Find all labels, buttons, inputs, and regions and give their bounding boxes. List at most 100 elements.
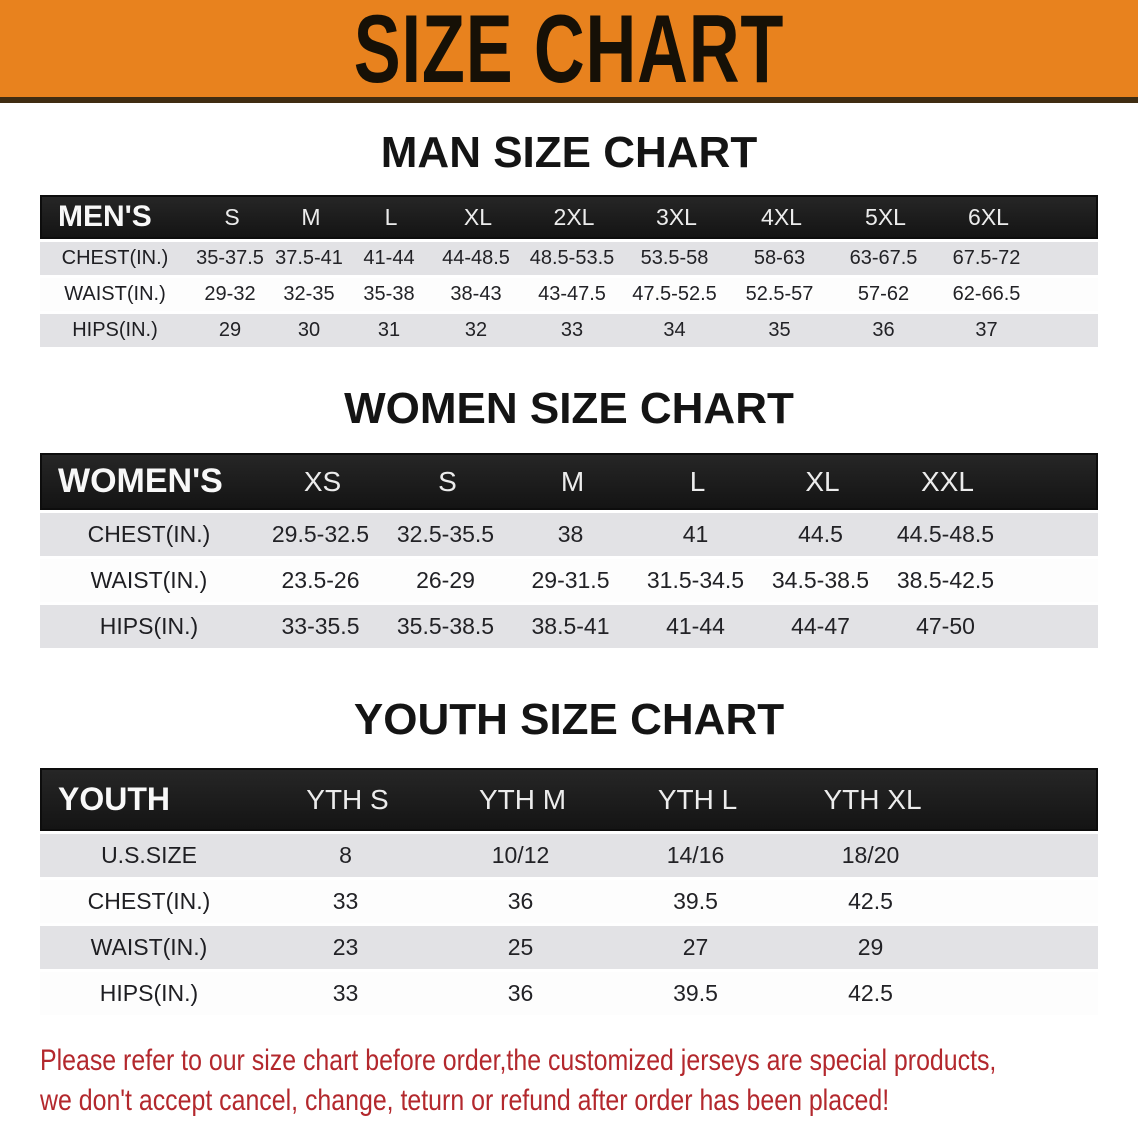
banner-title: SIZE CHART (353, 0, 785, 103)
youth-size-cell: 14/16 (666, 842, 725, 868)
youth-size-column-header: YTH XL (823, 783, 922, 815)
men-size-cell: 53.5-58 (640, 247, 709, 269)
men-table-row: CHEST(IN.) 35-37.5 37.5-41 41-44 44-48.5 48.5… (40, 242, 1098, 275)
disclaimer-line-2: we don't accept cancel, change, teturn o… (40, 1084, 890, 1117)
men-size-column-header: M (301, 203, 321, 230)
women-table-row: HIPS(IN.) 33-35.5 35.5-38.5 38.5-41 41-44 44-… (40, 605, 1098, 648)
youth-size-cell: 10/12 (491, 842, 550, 868)
youth-row-label: CHEST(IN.) (87, 888, 211, 914)
men-size-cell: 67.5-72 (952, 247, 1021, 269)
men-size-column-header: 4XL (761, 203, 802, 230)
youth-section: YOUTH SIZE CHART YOUTH YTH S YTH M YTH L YTH… (0, 696, 1138, 1015)
men-size-column-header: S (224, 203, 240, 230)
women-size-cell: 34.5-38.5 (771, 567, 870, 593)
men-size-column-header: XL (463, 203, 493, 230)
women-row-label: CHEST(IN.) (87, 521, 211, 547)
women-size-cell: 38.5-41 (531, 613, 610, 639)
men-size-cell: 52.5-57 (745, 283, 814, 305)
youth-size-cell: 39.5 (673, 980, 718, 1006)
youth-size-cell: 33 (332, 980, 359, 1006)
men-section-title: MAN SIZE CHART (380, 128, 758, 177)
youth-table-row: WAIST(IN.) 23 25 27 29 (40, 926, 1098, 969)
women-size-cell: 33-35.5 (281, 613, 360, 639)
women-size-column-header: S (438, 465, 457, 497)
youth-size-cell: 18/20 (841, 842, 900, 868)
youth-size-cell: 29 (857, 934, 884, 960)
men-size-cell: 41-44 (363, 247, 415, 269)
men-row-label: WAIST(IN.) (64, 283, 166, 305)
youth-section-title: YOUTH SIZE CHART (353, 695, 785, 744)
women-size-cell: 32.5-35.5 (396, 521, 495, 547)
women-size-cell: 35.5-38.5 (396, 613, 495, 639)
men-size-cell: 43-47.5 (538, 283, 606, 305)
men-size-cell: 36 (872, 319, 895, 341)
men-row-label: CHEST(IN.) (61, 247, 169, 269)
men-size-cell: 57-62 (857, 283, 910, 305)
men-size-cell: 32 (464, 319, 488, 341)
men-table-row: HIPS(IN.) 29 30 31 32 33 34 35 36 37 (40, 314, 1098, 347)
women-table-row: CHEST(IN.) 29.5-32.5 32.5-35.5 38 41 44.5 44.5… (40, 513, 1098, 556)
men-size-column-header: 3XL (656, 203, 697, 230)
men-size-cell: 31 (377, 319, 401, 341)
women-section: WOMEN SIZE CHART WOMEN'S XS S M L XL XXL CHEST(… (0, 385, 1138, 648)
men-size-cell: 62-66.5 (952, 283, 1021, 305)
youth-row-label: HIPS(IN.) (99, 980, 199, 1006)
women-size-cell: 29-31.5 (531, 567, 610, 593)
men-size-cell: 44-48.5 (442, 247, 510, 269)
women-size-column-header: XXL (921, 465, 974, 497)
men-size-cell: 29-32 (204, 283, 256, 305)
men-size-cell: 32-35 (283, 283, 335, 305)
women-size-cell: 31.5-34.5 (646, 567, 745, 593)
women-size-cell: 41-44 (666, 613, 725, 639)
youth-size-cell: 39.5 (673, 888, 718, 914)
women-size-column-header: M (560, 465, 585, 497)
men-size-table: MEN'S S M L XL 2XL 3XL 4XL 5XL 6XL CHEST(IN.) 35-37… (40, 195, 1098, 347)
women-row-label: WAIST(IN.) (90, 567, 208, 593)
youth-size-cell: 36 (507, 980, 534, 1006)
women-size-cell: 38.5-42.5 (896, 567, 995, 593)
men-size-cell: 33 (560, 319, 584, 341)
men-size-column-header: 2XL (553, 203, 595, 230)
men-size-cell: 34 (663, 319, 686, 341)
women-size-cell: 26-29 (416, 567, 475, 593)
men-size-cell: 35-37.5 (196, 247, 264, 269)
youth-size-table: YOUTH YTH S YTH M YTH L YTH XL U.S.SIZE 8 10/12… (40, 768, 1098, 1015)
banner: SIZE CHART (0, 0, 1138, 103)
disclaimer: Please refer to our size chart before or… (40, 1041, 1098, 1121)
women-size-cell: 44-47 (791, 613, 850, 639)
youth-size-cell: 27 (682, 934, 709, 960)
women-size-column-header: XL (805, 465, 840, 497)
men-table-row: WAIST(IN.) 29-32 32-35 35-38 38-43 43-47.5 47.… (40, 278, 1098, 311)
disclaimer-line-1: Please refer to our size chart before or… (40, 1044, 997, 1077)
women-section-title: WOMEN SIZE CHART (344, 384, 794, 433)
youth-size-cell: 42.5 (848, 980, 893, 1006)
women-table-row: WAIST(IN.) 23.5-26 26-29 29-31.5 31.5-34.5 34… (40, 559, 1098, 602)
men-row-label: HIPS(IN.) (72, 319, 158, 341)
women-size-cell: 38 (557, 521, 584, 547)
youth-size-cell: 36 (507, 888, 534, 914)
youth-table-corner-label: YOUTH (58, 781, 170, 817)
women-size-column-header: XS (303, 465, 342, 497)
women-size-cell: 23.5-26 (281, 567, 360, 593)
youth-table-row: U.S.SIZE 8 10/12 14/16 18/20 (40, 834, 1098, 877)
youth-size-cell: 42.5 (848, 888, 893, 914)
men-size-cell: 38-43 (450, 283, 502, 305)
men-size-cell: 58-63 (753, 247, 806, 269)
youth-row-label: U.S.SIZE (101, 842, 197, 868)
women-size-column-header: L (689, 465, 706, 497)
youth-size-column-header: YTH S (306, 783, 389, 815)
men-size-cell: 35 (768, 319, 791, 341)
women-table-header-row: WOMEN'S XS S M L XL XXL (40, 453, 1098, 510)
men-size-cell: 37 (975, 319, 998, 341)
women-table-corner-label: WOMEN'S (58, 462, 223, 500)
women-size-cell: 44.5-48.5 (896, 521, 995, 547)
women-size-table: WOMEN'S XS S M L XL XXL CHEST(IN.) 29.5-32.5 32.5… (40, 453, 1098, 648)
men-size-cell: 48.5-53.5 (529, 247, 615, 269)
women-size-cell: 29.5-32.5 (271, 521, 370, 547)
youth-size-column-header: YTH L (657, 783, 738, 815)
men-size-cell: 29 (218, 319, 242, 341)
youth-table-header-row: YOUTH YTH S YTH M YTH L YTH XL (40, 768, 1098, 831)
men-size-cell: 37.5-41 (275, 247, 343, 269)
men-size-cell: 35-38 (363, 283, 415, 305)
